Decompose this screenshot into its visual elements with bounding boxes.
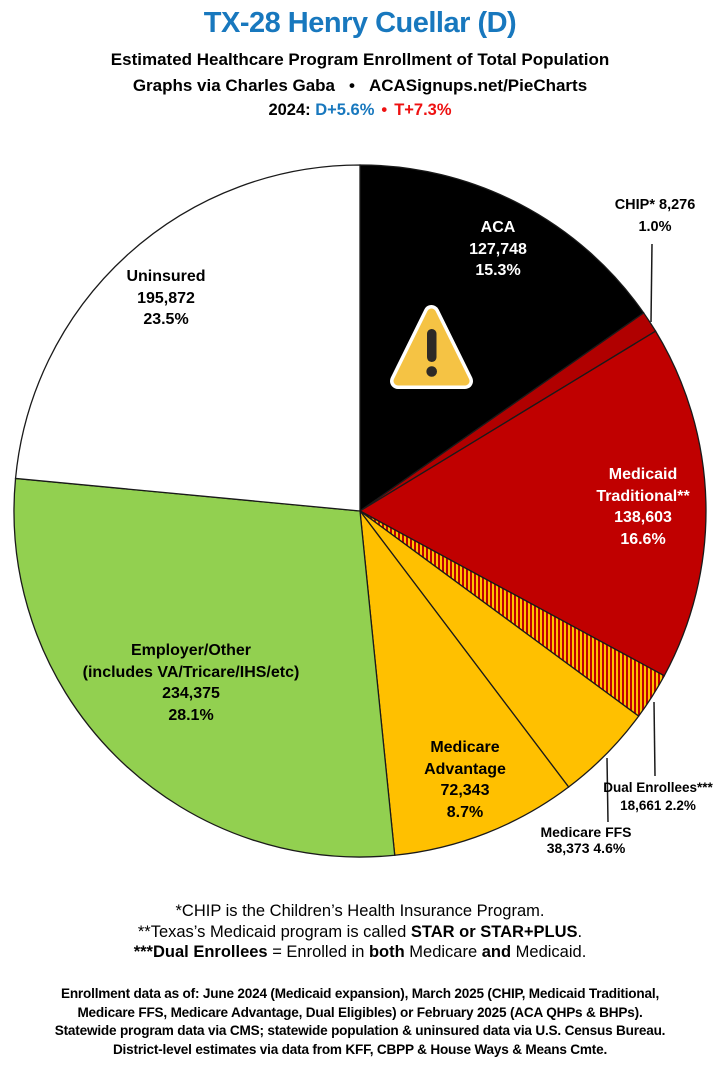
footnote-text: Medicaid. xyxy=(511,943,587,961)
bullet-separator: • xyxy=(381,101,388,119)
pie-slice-medicaid-traditional xyxy=(358,330,707,677)
footnote-text: = Enrolled in xyxy=(267,943,369,961)
footnote-bold: both xyxy=(368,943,405,961)
chart-subtitle: Estimated Healthcare Program Enrollment … xyxy=(110,50,610,69)
leader-line-dual-enrollees xyxy=(653,701,656,777)
footnote-text: Medicare xyxy=(404,943,482,961)
partisan-year: 2024: xyxy=(268,101,311,119)
source-line: Statewide program data via CMS; statewid… xyxy=(54,1022,666,1038)
footnote-text: **Texas’s Medicaid program is called xyxy=(137,922,411,941)
leader-lines xyxy=(606,243,656,823)
partisan-rep-value: T+7.3% xyxy=(394,101,452,119)
warning-icon xyxy=(390,305,473,389)
leader-line-medicare-ffs xyxy=(606,757,609,823)
pie-slice-aca xyxy=(359,164,645,513)
footnote-bold: STAR or STAR+PLUS xyxy=(410,922,578,941)
source-line: Enrollment data as of: June 2024 (Medica… xyxy=(60,985,660,1001)
credit-author: Graphs via Charles Gaba xyxy=(132,76,336,95)
partisan-lean-line: 2024: D+5.6% • T+7.3% xyxy=(0,101,720,120)
footnote-medicaid-name: **Texas’s Medicaid program is called STA… xyxy=(0,922,720,943)
warning-exclamation-bar xyxy=(427,329,437,362)
footnote-bold: ***Dual Enrollees xyxy=(133,943,268,961)
pie-slice-uninsured xyxy=(14,164,361,512)
partisan-dem-value: D+5.6% xyxy=(315,101,375,119)
pie-slice-medicare-advantage xyxy=(359,508,570,856)
footnote-text: . xyxy=(577,922,583,941)
source-line: District-level estimates via data from K… xyxy=(112,1040,608,1057)
source-block: Enrollment data as of: June 2024 (Medica… xyxy=(11,984,709,1058)
bullet-separator: • xyxy=(349,76,355,95)
page-title: TX-28 Henry Cuellar (D) xyxy=(203,7,517,39)
pie-slice-employer-other xyxy=(13,477,396,858)
footnote-dual-enrollees: ***Dual Enrollees = Enrolled in both Med… xyxy=(0,942,720,963)
credit-line: Graphs via Charles Gaba • ACASignups.net/P… xyxy=(0,76,720,96)
footnote-chip: *CHIP is the Children’s Health Insurance… xyxy=(0,901,720,922)
credit-site: ACASignups.net/PieCharts xyxy=(368,76,588,95)
leader-line-chip xyxy=(650,243,653,323)
footnote-text: *CHIP is the Children’s Health Insurance… xyxy=(175,902,545,920)
warning-exclamation-dot xyxy=(426,366,438,377)
footnotes: *CHIP is the Children’s Health Insurance… xyxy=(0,901,720,963)
footnote-bold: and xyxy=(481,943,512,961)
source-line: Medicare FFS, Medicare Advantage, Dual E… xyxy=(77,1003,643,1020)
